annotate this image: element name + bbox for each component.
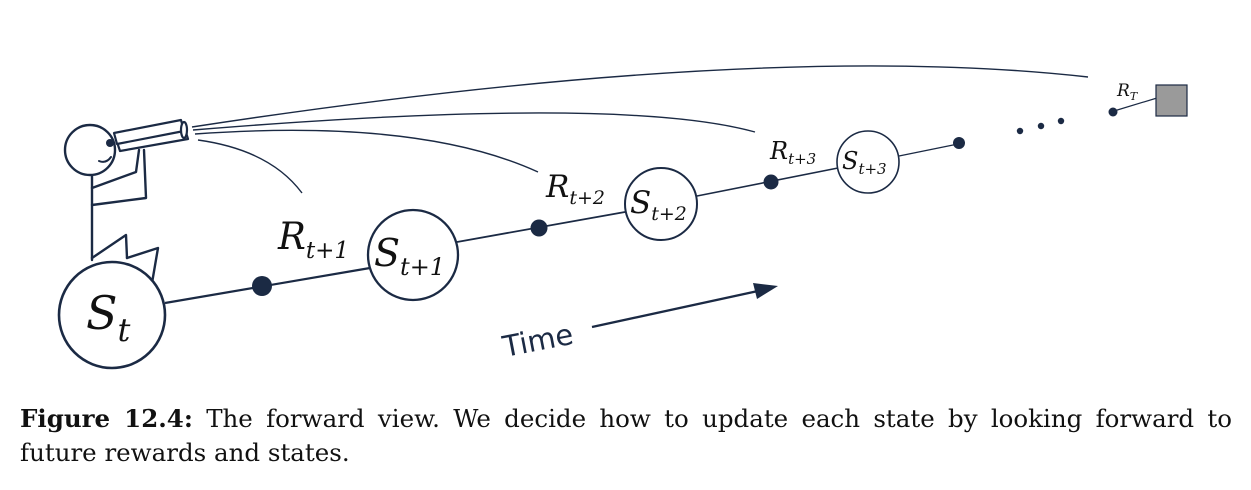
observer-head	[63, 123, 117, 177]
arrowhead-icon	[753, 283, 778, 299]
state-label-t2: St+2	[630, 185, 687, 225]
state-label-t: St	[86, 286, 131, 349]
reward-label-terminal: RT	[1116, 81, 1139, 103]
state-label-t3: St+3	[842, 147, 887, 178]
state-circle-t2	[624, 167, 698, 241]
trajectory-dot-t4	[953, 137, 965, 149]
figure-caption-label: Figure 12.4:	[20, 404, 193, 433]
state-circle-t1	[366, 208, 460, 302]
observer-arm	[90, 148, 141, 190]
reward-label-t1: Rt+1	[277, 215, 349, 264]
time-label: Time	[499, 317, 576, 364]
look-ahead-arcs	[191, 65, 1089, 194]
look-arc-r-t3	[192, 112, 756, 133]
reward-dot-terminal	[1108, 107, 1118, 117]
forward-view-diagram: St St+1 St+2 St+3 Rt+1 Rt+2 Rt+3 RT Time	[57, 65, 1188, 370]
state-circle-t	[57, 260, 167, 370]
reward-labels: Rt+1 Rt+2 Rt+3 RT	[277, 81, 1139, 264]
reward-dot-t3	[763, 174, 779, 190]
look-arc-r-t1	[197, 139, 303, 194]
state-circles	[57, 130, 900, 370]
reward-dot-t1	[252, 276, 272, 296]
observer-smile	[98, 156, 112, 163]
observer-arm-lower	[90, 148, 148, 207]
reward-dot-t2	[530, 219, 548, 237]
reward-label-t2: Rt+2	[545, 169, 605, 209]
terminal-state-square	[1155, 84, 1188, 117]
time-arrow: Time	[499, 283, 778, 364]
look-arc-r-terminal	[191, 65, 1089, 128]
figure-caption: Figure 12.4: The forward view. We decide…	[20, 402, 1232, 470]
figure-caption-text: The forward view. We decide how to updat…	[20, 404, 1232, 467]
binoculars-icon	[106, 118, 190, 153]
reward-dots	[252, 107, 1118, 296]
observer-leg-left	[90, 233, 129, 260]
state-circle-t3	[836, 130, 900, 194]
reward-label-t3: Rt+3	[769, 137, 816, 168]
state-label-t1: St+1	[374, 231, 445, 281]
state-labels: St St+1 St+2 St+3	[86, 147, 887, 349]
ellipsis-dots	[1016, 117, 1065, 135]
look-arc-r-t2	[194, 129, 539, 173]
